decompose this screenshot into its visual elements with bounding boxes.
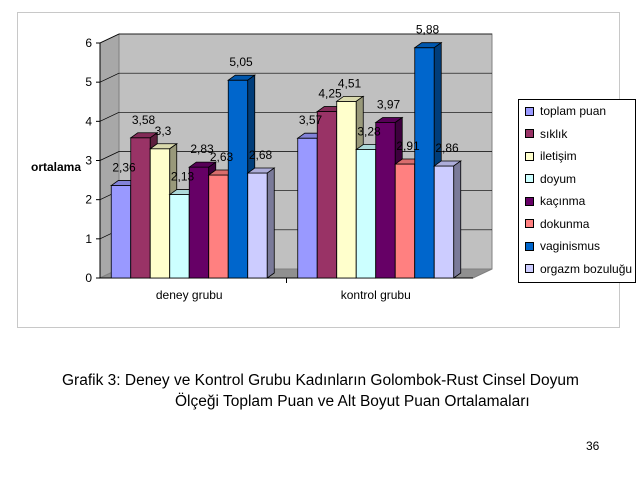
gridline-depth [99, 151, 120, 161]
gridline-depth [99, 33, 120, 44]
y-tick-label: 2 [85, 193, 92, 207]
data-label: 3,3 [155, 124, 172, 138]
legend-swatch [525, 151, 534, 161]
data-label: 3,28 [357, 125, 381, 139]
legend-item: kaçınma [525, 193, 585, 209]
chart-frame: 0 1 2 3 4 5 6 deney grubu kontrol grubu 2,36 3,58 3… [17, 12, 636, 328]
data-label: 2,86 [435, 141, 459, 155]
data-label: 5,88 [416, 23, 440, 37]
legend-label: doyum [540, 171, 577, 186]
gridline-depth [99, 72, 120, 83]
legend-swatch [525, 219, 534, 228]
data-label: 2,91 [396, 139, 420, 153]
data-label: 4,51 [338, 76, 362, 90]
bar [169, 194, 190, 279]
y-axis-label: ortalama [31, 160, 82, 174]
y-tick-label: 4 [85, 114, 92, 128]
bar [414, 47, 435, 279]
legend-item: dokunma [525, 216, 589, 232]
bar [149, 148, 171, 279]
legend-item: doyum [525, 171, 576, 187]
legend-swatch [525, 174, 534, 183]
legend-label: toplam puan [540, 104, 607, 118]
legend: toplam puan sıklık iletişim doyum kaçınma dok… [518, 99, 636, 283]
bar [355, 149, 377, 279]
legend-item: vaginismus [525, 238, 600, 254]
legend-swatch [525, 196, 534, 206]
bar [297, 137, 318, 279]
y-tick-label: 3 [85, 154, 92, 168]
bar [336, 100, 357, 279]
legend-swatch [525, 106, 534, 116]
bar [394, 163, 416, 279]
data-label: 2,63 [210, 150, 234, 164]
legend-label: kaçınma [540, 194, 586, 208]
gridline-depth [99, 112, 120, 122]
legend-item: iletişim [525, 148, 577, 164]
bar-side [453, 160, 462, 279]
legend-label: sıklık [540, 126, 568, 141]
bar [375, 122, 396, 279]
bar-side [266, 167, 275, 279]
bar [110, 185, 132, 279]
data-label: 3,58 [132, 113, 156, 127]
data-label: 2,13 [171, 170, 195, 184]
legend-label: dokunma [540, 216, 590, 231]
page-number: 36 [586, 439, 600, 453]
x-tick-label: deney grubu [156, 288, 223, 302]
data-label: 5,05 [229, 55, 253, 69]
data-label: 2,36 [112, 161, 136, 175]
y-tick-label: 0 [85, 271, 92, 285]
data-label: 2,68 [249, 148, 273, 162]
y-tick-label: 1 [85, 232, 92, 246]
legend-item: toplam puan [525, 103, 606, 119]
legend-swatch [525, 264, 534, 273]
caption-line-1: Grafik 3: Deney ve Kontrol Grubu Kadınla… [62, 372, 579, 389]
legend-label: vaginismus [540, 239, 601, 253]
caption-line-2: Ölçeği Toplam Puan ve Alt Boyut Puan Ort… [175, 393, 530, 410]
bar [130, 137, 151, 279]
legend-label: orgazm bozuluğu [540, 261, 633, 276]
legend-item: sıklık [525, 126, 567, 142]
bar [208, 174, 229, 279]
bar [247, 172, 268, 279]
bar [227, 79, 249, 279]
data-label: 4,25 [318, 87, 342, 101]
data-label: 3,57 [299, 113, 323, 127]
legend-label: iletişim [540, 149, 577, 163]
bar [433, 165, 455, 279]
data-label: 2,83 [190, 142, 214, 156]
legend-item: orgazm bozuluğu [525, 261, 632, 277]
legend-swatch [525, 129, 534, 138]
legend-swatch [525, 241, 534, 251]
y-tick-label: 6 [85, 36, 92, 50]
y-tick-label: 5 [85, 75, 92, 89]
bar [188, 166, 210, 279]
x-tick-label: kontrol grubu [341, 288, 411, 302]
bar [316, 111, 338, 279]
data-label: 3,97 [377, 98, 401, 112]
